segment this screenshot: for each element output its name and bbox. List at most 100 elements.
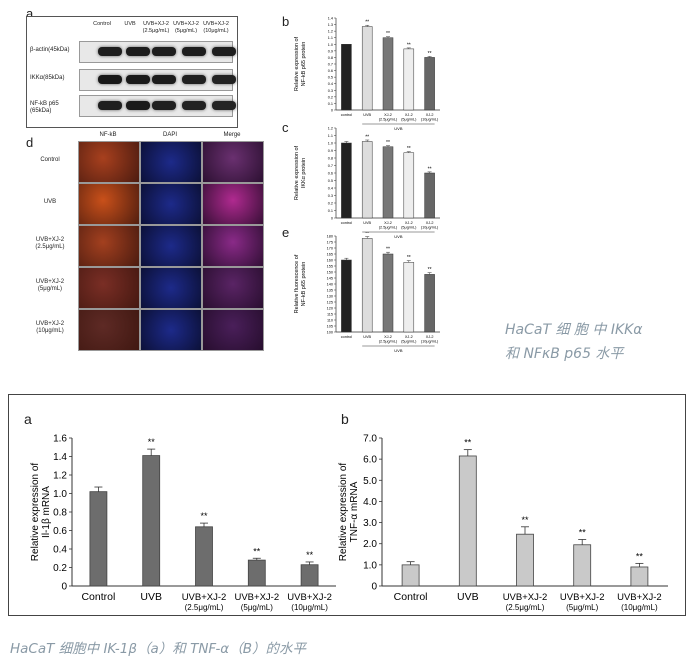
y-tick-label: 155 — [327, 265, 333, 269]
significance-mark: ** — [365, 135, 369, 141]
x-tick-label: XJ-2 (10μg/mL) — [421, 335, 439, 344]
immunofluorescence-panel: NF-kB DAPI Merge Control UVB UVB+XJ-2 (2.5μg/… — [26, 131, 264, 355]
bar — [361, 238, 373, 333]
significance-mark: ** — [306, 550, 314, 560]
y-tick-label: 1.1 — [328, 36, 333, 40]
y-tick-label: 0 — [331, 109, 333, 113]
if-row-label-1: UVB — [43, 199, 57, 205]
if-image — [140, 183, 202, 225]
bar — [403, 48, 415, 111]
group-label: UVB — [394, 348, 403, 353]
y-tick-label: 1.0 — [53, 489, 67, 500]
wb-strip-2 — [79, 95, 236, 117]
x-tick-label: Control — [394, 591, 428, 603]
bar — [361, 141, 373, 219]
y-tick-label: 7.0 — [363, 434, 377, 445]
y-axis-label: Relative expression of — [338, 463, 349, 562]
x-tick-label: XJ-2 (10μg/mL) — [421, 221, 439, 230]
y-tick-label: 0.7 — [328, 164, 333, 168]
side-caption-line1: HaCaT 细 胞 中 IKKα — [505, 322, 643, 338]
y-tick-label: 105 — [327, 325, 333, 329]
significance-mark: ** — [407, 146, 411, 152]
significance-mark: ** — [428, 166, 432, 172]
if-column-0: NF-kB — [99, 132, 117, 138]
y-tick-label: 0.3 — [328, 89, 333, 93]
y-tick-label: 1.2 — [328, 30, 333, 34]
y-tick-label: 0.4 — [53, 545, 67, 556]
x-tick-label: XJ-2 (5μg/mL) — [401, 335, 417, 344]
if-row-label-3: UVB+XJ-2 (5μg/mL) — [35, 279, 65, 292]
wb-row-label-1: IKKα(85kDa) — [30, 75, 65, 81]
wb-band — [212, 101, 236, 110]
y-tick-label: 0 — [371, 582, 377, 593]
y-tick-label: 180 — [327, 235, 333, 239]
significance-mark: ** — [407, 255, 411, 261]
wb-band — [126, 75, 150, 84]
chart-c: Relative expression of IKKα protein 0 0.1 0.… — [294, 127, 440, 239]
y-tick-label: 135 — [327, 289, 333, 293]
y-tick-label: 1.4 — [328, 17, 333, 21]
x-tick-label: UVB+XJ-2 (5μg/mL) — [234, 592, 279, 612]
significance-mark: ** — [386, 247, 390, 253]
if-image — [140, 267, 202, 309]
y-tick-label: 1.0 — [328, 142, 333, 146]
bar — [630, 566, 649, 587]
wb-row-label-2: NF-kB p65 (65kDa) — [30, 101, 59, 114]
wb-band — [212, 75, 236, 84]
x-tick-label: UVB+XJ-2 (2.5μg/mL) — [503, 592, 548, 612]
y-tick-label: 1.2 — [53, 471, 67, 482]
y-axis-label: Relative expression of — [294, 36, 300, 91]
wb-column-3: UVB+XJ-2 (5μg/mL) — [173, 21, 199, 34]
wb-column-0: Control — [93, 21, 111, 27]
y-tick-label: 1.0 — [328, 43, 333, 47]
y-tick-label: 5.0 — [363, 476, 377, 487]
y-tick-label: 130 — [327, 295, 333, 299]
significance-mark: ** — [386, 31, 390, 37]
y-tick-label: 0.4 — [328, 82, 333, 86]
x-tick-label: XJ-2 (10μg/mL) — [421, 113, 439, 122]
bar — [573, 544, 592, 587]
y-tick-label: 150 — [327, 271, 333, 275]
x-tick-label: UVB+XJ-2 (2.5μg/mL) — [182, 592, 227, 612]
significance-mark: ** — [579, 527, 587, 537]
if-image — [202, 141, 264, 183]
if-image — [78, 141, 140, 183]
y-tick-label: 1.6 — [53, 434, 67, 445]
bar — [424, 172, 435, 219]
bar — [424, 57, 435, 111]
y-tick-label: 0.9 — [328, 49, 333, 53]
x-tick-label: UVB — [363, 113, 371, 117]
bar — [382, 253, 394, 333]
y-axis-label-group: Relative expression of Il-1β mRNA — [30, 463, 52, 562]
y-axis-label-group: Relative expression of IKKα protein — [294, 145, 307, 200]
panel-a-letter: a — [26, 6, 34, 21]
y-tick-label: 0.6 — [328, 172, 333, 176]
y-tick-label: 1.1 — [328, 134, 333, 138]
if-image — [78, 225, 140, 267]
group-label: UVB — [394, 126, 403, 131]
y-axis-label: Relative fluorescence of — [294, 254, 300, 313]
bar — [361, 26, 373, 111]
if-row-label-4: UVB+XJ-2 (10μg/mL) — [35, 321, 65, 334]
side-caption-line2: 和 NFκB p65 水平 — [505, 346, 624, 362]
y-tick-label: 0.5 — [328, 179, 333, 183]
y-tick-label: 170 — [327, 247, 333, 251]
y-tick-label: 160 — [327, 259, 333, 263]
y-tick-label: 0.7 — [328, 63, 333, 67]
y-tick-label: 120 — [327, 307, 333, 311]
bar — [401, 564, 420, 587]
x-tick-label: XJ-2 (2.5μg/mL) — [379, 335, 398, 344]
side-caption: HaCaT 细 胞 中 IKKα 和 NFκB p65 水平 — [505, 318, 643, 366]
y-tick-label: 125 — [327, 301, 333, 305]
bar — [300, 564, 319, 587]
y-tick-label: 4.0 — [363, 497, 377, 508]
y-tick-label: 2.0 — [363, 539, 377, 550]
bottom-panel-a-letter: a — [24, 411, 32, 427]
panel-d-letter: d — [26, 135, 34, 150]
if-image — [202, 267, 264, 309]
y-axis-label: IKKα protein — [301, 158, 307, 188]
bottom-figure-frame — [8, 394, 686, 616]
bar — [403, 152, 415, 219]
y-tick-label: 0 — [61, 582, 67, 593]
x-tick-label: UVB+XJ-2 (10μg/mL) — [617, 592, 662, 612]
